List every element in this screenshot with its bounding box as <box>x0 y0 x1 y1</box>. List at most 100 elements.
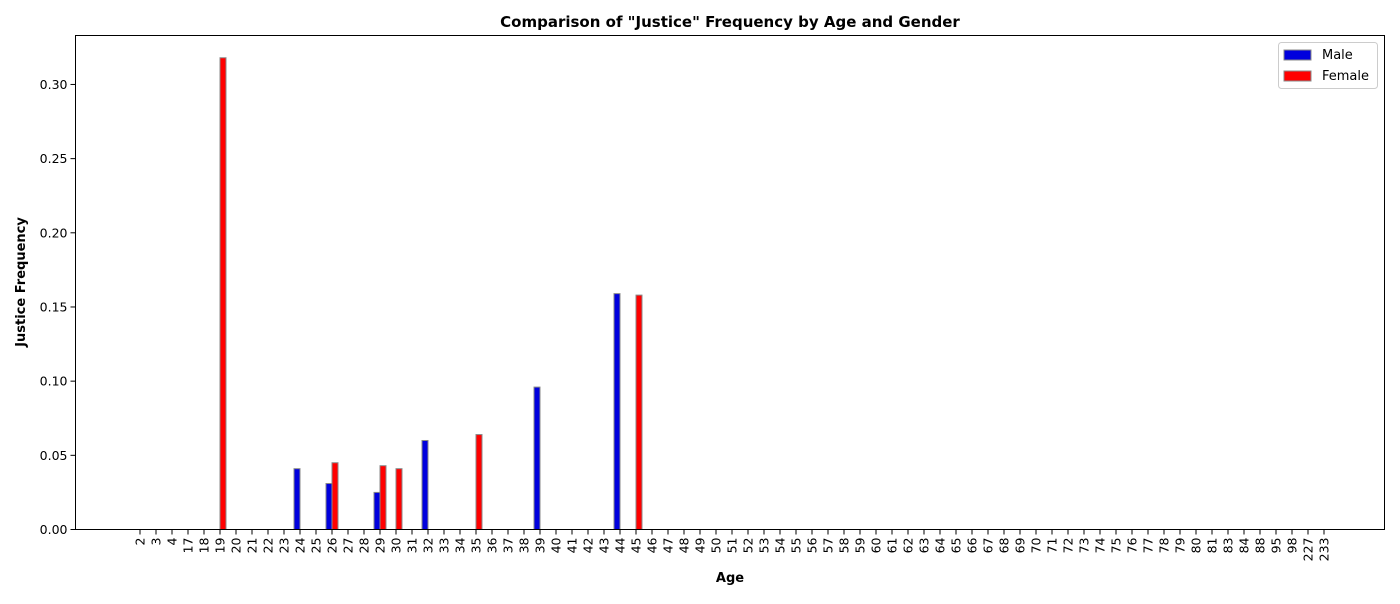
x-tick-label: 227 <box>1301 538 1316 562</box>
x-tick-label: 47 <box>661 538 676 554</box>
x-tick-label: 17 <box>181 538 196 554</box>
x-tick-label: 70 <box>1029 537 1044 553</box>
x-tick-label: 72 <box>1061 538 1076 554</box>
x-tick-label: 83 <box>1221 538 1236 554</box>
y-tick-label: 0.25 <box>40 151 68 166</box>
x-tick-label: 34 <box>453 537 468 553</box>
x-tick-label: 61 <box>885 538 900 554</box>
x-tick-label: 76 <box>1125 537 1140 553</box>
x-tick-label: 74 <box>1093 537 1108 553</box>
y-axis-label: Justice Frequency <box>14 217 29 348</box>
x-tick-label: 39 <box>533 537 548 553</box>
x-tick-label: 88 <box>1253 537 1268 553</box>
x-tick-label: 84 <box>1237 537 1252 553</box>
x-tick-label: 48 <box>677 537 692 553</box>
x-tick-label: 30 <box>389 537 404 553</box>
x-tick-label: 23 <box>277 538 292 554</box>
x-tick-label: 95 <box>1269 538 1284 554</box>
bars <box>219 57 643 531</box>
y-tick-label: 0.30 <box>40 77 68 92</box>
x-tick-label: 53 <box>757 538 772 554</box>
x-tick-label: 45 <box>629 538 644 554</box>
x-tick-label: 63 <box>917 538 932 554</box>
x-axis: 2 3 4 17 18 19 20 21 22 23 24 25 26 27 28 29 30 31 32 33 34 3… <box>133 529 1332 562</box>
legend-swatch-male <box>1283 49 1312 61</box>
legend-label-female: Female <box>1322 69 1369 84</box>
y-tick-label: 0.20 <box>40 225 68 240</box>
x-tick-label: 59 <box>853 537 868 553</box>
x-tick-label: 50 <box>709 537 724 553</box>
y-tick-label: 0.05 <box>40 448 68 463</box>
legend-label-male: Male <box>1322 48 1353 63</box>
x-tick-label: 19 <box>213 537 228 553</box>
x-tick-label: 233 <box>1317 538 1332 562</box>
x-tick-label: 51 <box>725 538 740 554</box>
x-tick-label: 60 <box>869 537 884 553</box>
x-tick-label: 67 <box>981 538 996 554</box>
x-tick-label: 40 <box>549 537 564 553</box>
x-tick-label: 22 <box>261 538 276 554</box>
x-tick-label: 71 <box>1045 538 1060 554</box>
x-tick-label: 37 <box>501 538 516 554</box>
x-tick-label: 57 <box>821 538 836 554</box>
bar-female-45 <box>635 294 643 531</box>
x-tick-label: 33 <box>437 538 452 554</box>
y-tick-label: 0.10 <box>40 374 68 389</box>
x-tick-label: 56 <box>805 537 820 553</box>
x-tick-label: 31 <box>405 538 420 554</box>
bar-female-19 <box>219 57 227 530</box>
x-tick-label: 68 <box>997 537 1012 553</box>
bar-male-32 <box>421 439 429 531</box>
x-tick-label: 78 <box>1157 537 1172 553</box>
x-tick-label: 46 <box>645 537 660 553</box>
x-tick-label: 18 <box>197 537 212 553</box>
y-tick-label: 0.15 <box>40 299 68 314</box>
x-tick-label: 80 <box>1189 537 1204 553</box>
bar-male-44 <box>613 293 621 530</box>
bar-male-26 <box>325 483 333 531</box>
x-tick-label: 81 <box>1205 538 1220 554</box>
x-tick-label: 20 <box>229 537 244 553</box>
x-tick-label: 21 <box>245 538 260 554</box>
bar-female-26 <box>331 462 339 531</box>
x-tick-label: 26 <box>325 537 340 553</box>
x-axis-label: Age <box>716 571 744 586</box>
x-tick-label: 4 <box>165 537 180 545</box>
x-tick-label: 79 <box>1173 537 1188 553</box>
plot-area-frame <box>75 35 1385 530</box>
x-tick-label: 55 <box>789 538 804 554</box>
bar-female-30 <box>395 468 403 531</box>
x-tick-label: 35 <box>469 538 484 554</box>
x-tick-label: 73 <box>1077 538 1092 554</box>
x-tick-label: 49 <box>693 537 708 553</box>
x-tick-label: 44 <box>613 537 628 553</box>
x-tick-label: 28 <box>357 537 372 553</box>
x-tick-label: 98 <box>1285 537 1300 553</box>
legend: Male Female <box>1278 42 1378 89</box>
x-tick-label: 52 <box>741 538 756 554</box>
bar-male-39 <box>533 386 541 530</box>
bar-female-35 <box>475 434 483 531</box>
y-axis: 0.00 0.05 0.10 0.15 0.20 0.25 0.30 <box>40 77 76 537</box>
x-tick-label: 24 <box>293 537 308 553</box>
x-tick-label: 75 <box>1109 538 1124 554</box>
x-tick-label: 32 <box>421 538 436 554</box>
legend-swatch-female <box>1283 70 1312 82</box>
x-tick-label: 41 <box>565 538 580 554</box>
x-tick-label: 43 <box>597 538 612 554</box>
x-tick-label: 29 <box>373 537 388 553</box>
bar-male-24 <box>293 468 301 531</box>
x-tick-label: 2 <box>133 538 148 546</box>
bar-male-29 <box>373 491 381 530</box>
x-tick-label: 69 <box>1013 537 1028 553</box>
x-tick-label: 25 <box>309 538 324 554</box>
x-tick-label: 66 <box>965 537 980 553</box>
x-tick-label: 65 <box>949 538 964 554</box>
y-tick-label: 0.00 <box>40 522 68 537</box>
x-tick-label: 62 <box>901 538 916 554</box>
x-tick-label: 3 <box>149 538 164 546</box>
x-tick-label: 42 <box>581 538 596 554</box>
x-tick-label: 38 <box>517 537 532 553</box>
